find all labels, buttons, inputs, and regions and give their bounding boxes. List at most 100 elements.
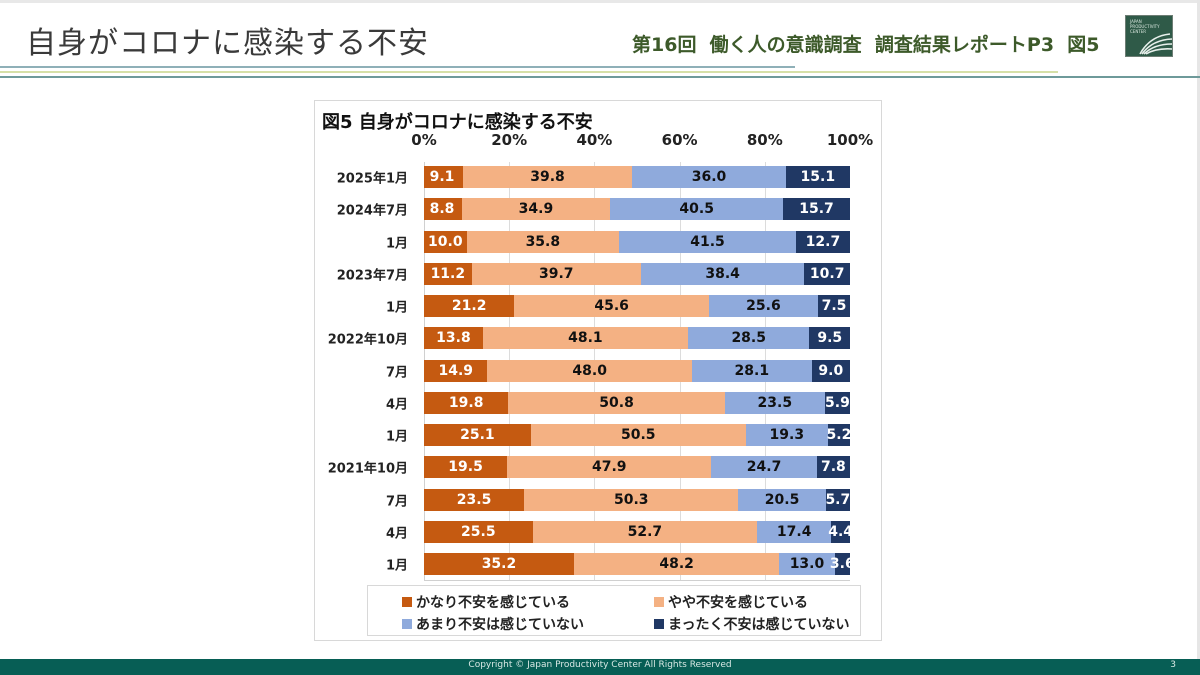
footer-bar: Copyright © Japan Productivity Center Al…: [0, 659, 1200, 675]
data-label: 23.5: [757, 394, 793, 411]
bar-segment: [424, 488, 525, 511]
data-label: 7.5: [821, 298, 847, 314]
category-label: 1月: [385, 558, 408, 574]
data-label: 35.8: [525, 233, 561, 250]
bar-segment: [825, 488, 850, 511]
bar-segment: [424, 262, 472, 285]
window-right-border: [1197, 0, 1200, 660]
category-label: 1月: [385, 429, 408, 445]
data-label: 25.5: [461, 523, 496, 540]
legend-item: まったく不安は感じていない: [654, 614, 849, 634]
bar-segment: [708, 295, 818, 317]
legend-item: やや不安を感じている: [654, 592, 808, 612]
bar-segment: [640, 262, 805, 285]
legend-label: まったく不安は感じていない: [668, 617, 850, 633]
page-title: 自身がコロナに感染する不安: [26, 26, 429, 61]
bar-segment: [424, 391, 509, 414]
data-label: 15.7: [799, 201, 834, 218]
bar-segment: [795, 230, 850, 253]
data-label: 41.5: [690, 233, 725, 250]
data-label: 8.8: [429, 201, 455, 218]
legend-swatch: [654, 619, 664, 629]
bar-segment: [757, 520, 832, 543]
data-label: 40.5: [679, 201, 714, 218]
bar-segment: [462, 166, 633, 188]
bar-segment: [711, 456, 817, 479]
x-tick-label: 60%: [661, 131, 698, 149]
x-tick-label: 20%: [491, 131, 528, 149]
bar-segment: [532, 520, 758, 543]
bar-segment: [424, 520, 533, 543]
bar-segment: [831, 520, 850, 543]
japan-productivity-center-logo-icon: JAPAN PRODUCTIVITY CENTER: [1125, 15, 1173, 57]
bar-segment: [424, 424, 531, 446]
legend-swatch: [402, 619, 412, 629]
legend-item: あまり不安は感じていない: [402, 614, 584, 634]
data-label: 24.7: [746, 459, 782, 476]
data-label: 50.3: [613, 491, 649, 508]
bar-segment: [827, 424, 850, 446]
bar-segment: [524, 488, 739, 511]
data-label: 19.8: [448, 394, 484, 411]
window-top-border: [0, 0, 1200, 3]
header-divider-line: [0, 71, 1058, 73]
data-label: 28.5: [731, 330, 766, 347]
data-label: 11.2: [430, 265, 466, 282]
data-label: 13.8: [436, 330, 471, 347]
data-label: 21.2: [451, 298, 487, 314]
data-label: 7.8: [820, 459, 846, 476]
data-label: 34.9: [518, 201, 554, 218]
bar-segment: [691, 359, 812, 382]
x-tick-label: 0%: [411, 131, 437, 149]
data-label: 45.6: [594, 298, 629, 314]
data-label: 48.2: [659, 556, 694, 572]
legend-item: かなり不安を感じている: [402, 592, 570, 612]
bar-segment: [745, 424, 828, 446]
bar-segment: [687, 327, 810, 350]
category-label: 1月: [385, 236, 408, 251]
chart-title: 図5 自身がコロナに感染する不安: [322, 112, 593, 133]
report-title: 第16回 働く人の意識調査 調査結果レポートP3 図5: [632, 34, 1100, 56]
bar-segment: [632, 166, 786, 188]
data-label: 36.0: [691, 169, 727, 185]
bar-segment: [424, 456, 508, 479]
x-tick-label: 40%: [576, 131, 613, 149]
data-label: 50.5: [620, 427, 656, 443]
data-label: 47.9: [592, 459, 627, 476]
bar-segment: [824, 391, 850, 414]
data-label: 14.9: [438, 362, 474, 379]
category-label: 2021年10月: [327, 461, 408, 477]
data-label: 28.1: [734, 362, 770, 379]
data-label: 10.7: [809, 265, 845, 282]
data-label: 17.4: [776, 523, 812, 540]
bar-segment: [724, 391, 825, 414]
data-label: 23.5: [456, 491, 492, 508]
category-label: 7月: [385, 494, 408, 509]
header-divider-line: [0, 66, 795, 68]
category-label: 1月: [385, 300, 408, 316]
data-label: 39.7: [538, 265, 574, 282]
data-label: 50.8: [599, 394, 634, 411]
category-label: 2024年7月: [336, 203, 408, 219]
bar-segment: [785, 166, 850, 188]
data-label: 38.4: [705, 265, 740, 282]
legend-label: かなり不安を感じている: [416, 595, 570, 611]
logo-text: JAPAN PRODUCTIVITY CENTER: [1130, 19, 1160, 34]
copyright-text: Copyright © Japan Productivity Center Al…: [468, 660, 732, 670]
bar-segment: [507, 456, 712, 479]
bar-segment: [466, 230, 620, 253]
data-label: 3.6: [829, 556, 855, 572]
category-label: 2025年1月: [336, 171, 408, 187]
bar-segment: [809, 327, 850, 350]
data-label: 52.7: [627, 523, 663, 540]
legend-swatch: [654, 597, 664, 607]
bar-segment: [424, 295, 515, 317]
bar-segment: [424, 166, 463, 188]
bar-segment: [514, 295, 709, 317]
category-label: 2022年10月: [327, 332, 408, 348]
bar-segment: [783, 198, 850, 221]
data-label: 9.0: [818, 362, 844, 379]
data-label: 35.2: [481, 556, 517, 572]
bar-segment: [834, 553, 850, 575]
data-label: 5.7: [825, 491, 851, 508]
